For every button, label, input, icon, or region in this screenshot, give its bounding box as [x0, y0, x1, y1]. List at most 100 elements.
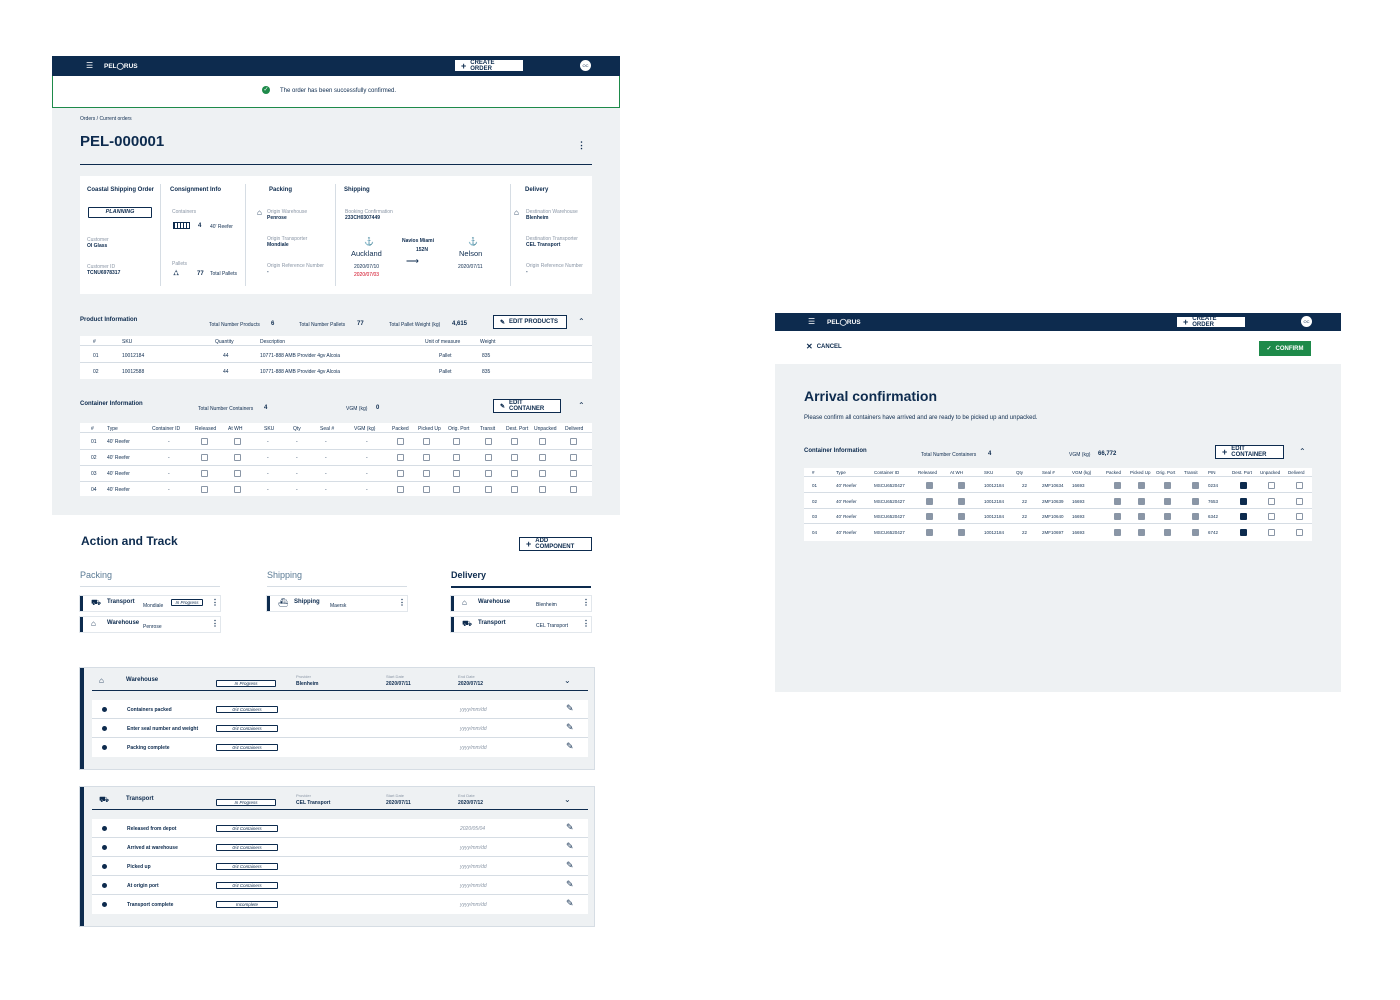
checkbox[interactable]	[1192, 513, 1199, 520]
checkbox[interactable]	[1164, 513, 1171, 520]
checkbox[interactable]	[570, 470, 577, 477]
edit-products-button[interactable]: ✎ EDIT PRODUCTS	[493, 315, 567, 329]
menu-icon[interactable]: ☰	[808, 317, 816, 326]
more-vert-icon[interactable]: ⋮	[211, 619, 219, 628]
checkbox[interactable]	[1296, 528, 1303, 536]
create-order-button[interactable]: + CREATE ORDER	[1176, 316, 1246, 328]
task-date[interactable]: yyyy/mm/dd	[460, 745, 487, 751]
task-date[interactable]: yyyy/mm/dd	[460, 845, 487, 851]
checkbox[interactable]	[485, 454, 492, 461]
task-date[interactable]: yyyy/mm/dd	[460, 902, 487, 908]
checkbox[interactable]	[1192, 482, 1199, 489]
checkbox[interactable]	[485, 470, 492, 477]
checkbox[interactable]	[1296, 497, 1303, 505]
shipping-column-title[interactable]: Shipping	[267, 570, 303, 580]
confirm-button[interactable]: ✓ CONFIRM	[1259, 341, 1311, 356]
menu-icon[interactable]: ☰	[86, 61, 94, 70]
component-card[interactable]: ⛟ Transport Mondiale In Progress ⋮	[80, 596, 220, 611]
checkbox[interactable]	[1164, 482, 1171, 489]
checkbox[interactable]	[234, 438, 241, 445]
edit-container-button[interactable]: ✎ EDIT CONTAINER	[493, 399, 561, 413]
pencil-icon[interactable]: ✎	[566, 860, 574, 870]
checkbox[interactable]	[539, 438, 546, 445]
pencil-icon[interactable]: ✎	[566, 879, 574, 889]
more-vert-icon[interactable]: ⋮	[582, 598, 590, 607]
checkbox[interactable]	[511, 486, 518, 493]
pencil-icon[interactable]: ✎	[566, 703, 574, 713]
checkbox[interactable]	[453, 486, 460, 493]
checkbox[interactable]	[1114, 497, 1121, 505]
checkbox[interactable]	[958, 497, 965, 505]
checkbox[interactable]	[1164, 528, 1171, 536]
checkbox[interactable]	[397, 486, 404, 493]
checkbox[interactable]	[570, 454, 577, 461]
checkbox[interactable]	[1138, 513, 1145, 520]
pencil-icon[interactable]: ✎	[566, 841, 574, 851]
cancel-button[interactable]: ✕ CANCEL	[806, 342, 842, 351]
more-vert-icon[interactable]: ⋮	[211, 598, 219, 607]
checkbox[interactable]	[397, 438, 404, 445]
pencil-icon[interactable]: ✎	[566, 898, 574, 908]
checkbox[interactable]	[926, 497, 933, 505]
task-date[interactable]: yyyy/mm/dd	[460, 883, 487, 889]
create-order-button[interactable]: + CREATE ORDER	[454, 59, 524, 72]
pencil-icon[interactable]: ✎	[566, 722, 574, 732]
checkbox[interactable]	[1268, 497, 1275, 505]
checkbox[interactable]	[1296, 513, 1303, 520]
checkbox[interactable]	[511, 438, 518, 445]
checkbox[interactable]	[539, 470, 546, 477]
pencil-icon[interactable]: ✎	[566, 822, 574, 832]
checkbox[interactable]	[958, 513, 965, 520]
more-vert-icon[interactable]: ⋮	[577, 140, 586, 150]
checkbox[interactable]	[511, 470, 518, 477]
checkbox[interactable]	[1138, 497, 1145, 505]
checkbox[interactable]	[1164, 497, 1171, 505]
breadcrumb[interactable]: Orders / Current orders	[80, 116, 132, 122]
checkbox[interactable]	[201, 486, 208, 493]
task-date[interactable]: yyyy/mm/dd	[460, 726, 487, 732]
checkbox[interactable]	[539, 454, 546, 461]
checkbox[interactable]	[234, 486, 241, 493]
checkbox[interactable]	[485, 438, 492, 445]
checkbox[interactable]	[926, 528, 933, 536]
checkbox[interactable]	[423, 486, 430, 493]
checkbox[interactable]	[539, 486, 546, 493]
edit-container-button[interactable]: + EDIT CONTAINER	[1215, 445, 1284, 459]
checkbox[interactable]	[1268, 513, 1275, 520]
packing-column-title[interactable]: Packing	[80, 570, 113, 580]
checkbox[interactable]	[201, 470, 208, 477]
checkbox[interactable]	[201, 438, 208, 445]
checkbox[interactable]	[926, 513, 933, 520]
checkbox[interactable]	[1268, 482, 1275, 489]
delivery-column-title[interactable]: Delivery	[451, 570, 487, 580]
checkbox[interactable]	[1114, 513, 1121, 520]
checkbox[interactable]	[1114, 528, 1121, 536]
dest-port-checkbox[interactable]	[1240, 528, 1247, 536]
checkbox[interactable]	[453, 470, 460, 477]
checkbox[interactable]	[570, 438, 577, 445]
dest-port-checkbox[interactable]	[1240, 482, 1247, 489]
checkbox[interactable]	[1268, 528, 1275, 536]
checkbox[interactable]	[423, 454, 430, 461]
checkbox[interactable]	[511, 454, 518, 461]
checkbox[interactable]	[958, 528, 965, 536]
component-card[interactable]: ⌂ Warehouse Penrose ⋮	[80, 617, 220, 632]
checkbox[interactable]	[926, 482, 933, 489]
chevron-up-icon[interactable]: ⌃	[578, 401, 585, 410]
checkbox[interactable]	[1296, 482, 1303, 489]
checkbox[interactable]	[1138, 482, 1145, 489]
checkbox[interactable]	[234, 470, 241, 477]
chevron-up-icon[interactable]: ⌃	[1299, 447, 1306, 456]
more-vert-icon[interactable]: ⋮	[582, 619, 590, 628]
checkbox[interactable]	[485, 486, 492, 493]
checkbox[interactable]	[423, 438, 430, 445]
component-card[interactable]: ⌂ Warehouse Blenheim ⋮	[451, 596, 591, 611]
task-date[interactable]: 2020/05/04	[460, 826, 486, 832]
dest-port-checkbox[interactable]	[1240, 513, 1247, 520]
checkbox[interactable]	[234, 454, 241, 461]
checkbox[interactable]	[958, 482, 965, 489]
task-date[interactable]: yyyy/mm/dd	[460, 707, 487, 713]
checkbox[interactable]	[1192, 528, 1199, 536]
checkbox[interactable]	[423, 470, 430, 477]
checkbox[interactable]	[397, 470, 404, 477]
